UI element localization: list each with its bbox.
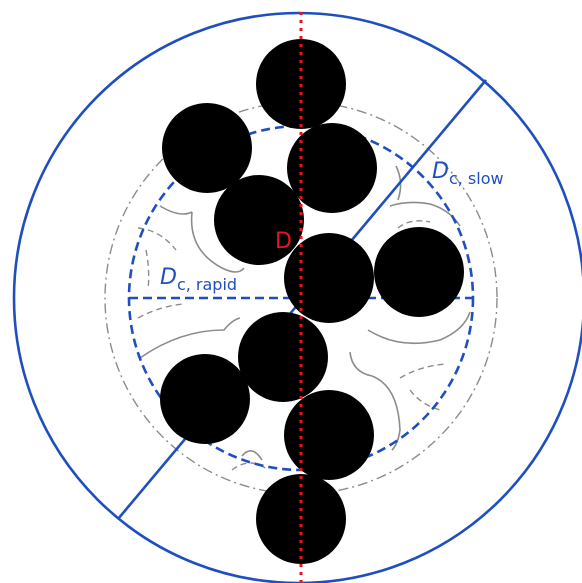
label-d-center: D <box>275 229 292 254</box>
particle-right <box>374 227 464 317</box>
particle-lower-left <box>160 354 250 444</box>
particles <box>160 39 464 564</box>
particle-lower-center <box>238 312 328 402</box>
particle-mid-left <box>214 175 304 265</box>
label-d-rapid: Dc, rapid <box>160 265 237 294</box>
gray-dashed-arcs <box>137 220 447 471</box>
label-d-slow: Dc, slow <box>432 159 504 188</box>
particle-lower-right <box>284 390 374 480</box>
particle-center <box>284 233 374 323</box>
particle-upper-left <box>162 103 252 193</box>
particle-upper-center <box>287 123 377 213</box>
outer-circle <box>12 11 582 583</box>
